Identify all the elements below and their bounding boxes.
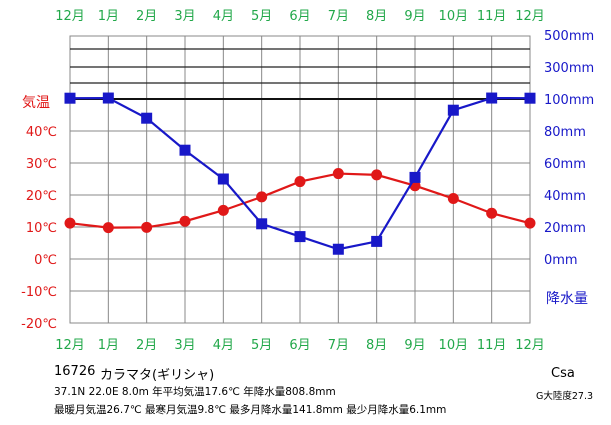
temperature-point [64,217,76,229]
bottom-month-labels: 12月 1月 2月 3月 4月 5月 6月 7月 8月 9月 10月 11月 12月 [55,338,545,353]
precipitation-tick-label: 300mm [544,61,594,76]
temperature-tick-label: -20℃ [21,317,57,332]
station-info-line2: 最暖月気温26.7℃ 最寒月気温9.8℃ 最多月降水量141.8mm 最少月降水… [54,404,447,416]
month-label: 8月 [366,9,387,24]
temperature-point [294,176,306,188]
precipitation-tick-label: 20mm [544,221,586,236]
precipitation-point [524,92,536,104]
temperature-tick-label: 0℃ [34,253,57,268]
top-month-labels: 12月 1月 2月 3月 4月 5月 6月 7月 8月 9月 10月 11月 12月 [55,9,545,24]
precipitation-tick-label: 60mm [544,157,586,172]
precipitation-point [409,171,421,183]
temperature-tick-label: 40℃ [26,125,57,140]
continentality-index: G大陸度27.3 [536,391,594,402]
climate-code: Csa [551,366,575,381]
temperature-tick-label: 10℃ [26,221,57,236]
precipitation-point [179,144,191,156]
precipitation-axis-ticks: 0mm 20mm 40mm 60mm 80mm 100mm 300mm 500mm [544,29,594,268]
month-label: 11月 [477,338,507,353]
month-label: 7月 [328,338,349,353]
month-label: 4月 [213,9,234,24]
month-label: 9月 [404,9,425,24]
chart-grid [69,35,531,324]
month-label: 4月 [213,338,234,353]
month-label: 12月 [515,9,545,24]
temperature-point [179,215,191,227]
temperature-point [486,207,498,219]
precipitation-tick-label: 500mm [544,29,594,44]
precipitation-point [371,235,383,247]
temperature-axis-title: 気温 [22,95,50,111]
month-label: 7月 [328,9,349,24]
precipitation-point [102,92,114,104]
month-label: 10月 [439,338,469,353]
month-label: 3月 [174,338,195,353]
precipitation-point [447,104,459,116]
station-id: 16726 [54,364,96,379]
station-name: カラマタ(ギリシャ) [100,368,215,383]
precipitation-point [294,231,306,243]
month-label: 1月 [98,338,119,353]
precipitation-tick-label: 80mm [544,125,586,140]
month-label: 5月 [251,338,272,353]
temperature-point [141,221,153,233]
month-label: 9月 [404,338,425,353]
month-label: 12月 [55,9,85,24]
temperature-point [371,169,383,181]
temperature-point [102,222,114,234]
temperature-point [217,204,229,216]
temperature-tick-label: 30℃ [26,157,57,172]
precipitation-tick-label: 0mm [544,253,578,268]
precipitation-tick-label: 40mm [544,189,586,204]
month-label: 2月 [136,338,157,353]
precipitation-point [256,218,268,230]
temperature-axis-ticks: 40℃ 30℃ 20℃ 10℃ 0℃ -10℃ -20℃ [21,125,57,332]
month-label: 1月 [98,9,119,24]
precipitation-tick-label: 100mm [544,93,594,108]
month-label: 6月 [289,338,310,353]
temperature-point [447,193,459,205]
temperature-point [524,217,536,229]
temperature-point [256,191,268,203]
month-label: 2月 [136,9,157,24]
month-label: 12月 [55,338,85,353]
precipitation-point [64,92,76,104]
station-info-line1: 37.1N 22.0E 8.0m 年平均気温17.6℃ 年降水量808.8mm [54,386,336,398]
series-layer [64,92,536,255]
month-label: 10月 [439,9,469,24]
temperature-tick-label: 20℃ [26,189,57,204]
precipitation-point [332,243,344,255]
precipitation-point [141,112,153,124]
month-label: 11月 [477,9,507,24]
precipitation-axis-title: 降水量 [546,291,588,307]
month-label: 6月 [289,9,310,24]
temperature-point [332,168,344,180]
temperature-tick-label: -10℃ [21,285,57,300]
month-label: 5月 [251,9,272,24]
month-label: 3月 [174,9,195,24]
precipitation-point [217,173,229,185]
precipitation-point [486,92,498,104]
month-label: 8月 [366,338,387,353]
month-label: 12月 [515,338,545,353]
